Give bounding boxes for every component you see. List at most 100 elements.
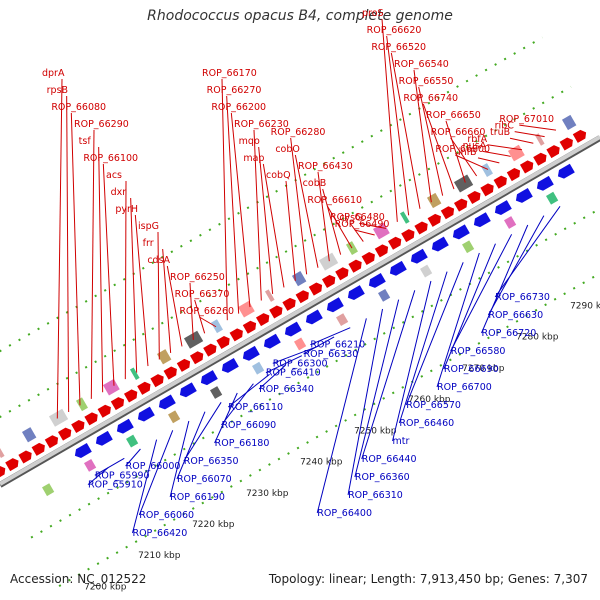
- reverse-gene-label: ROP_66180: [215, 438, 270, 449]
- forward-gene-label: rbfA: [467, 134, 487, 145]
- forward-gene-label: dprA: [42, 68, 65, 79]
- feature-block-reverse: [168, 410, 181, 424]
- forward-gene-arrow: [71, 419, 85, 434]
- reverse-gene-label: ROP_66190: [170, 492, 225, 503]
- forward-gene-label: cdsA: [147, 255, 170, 266]
- feature-block: [210, 319, 223, 334]
- forward-gene-label: tsf: [79, 136, 92, 147]
- feature-block-reverse: [336, 313, 349, 327]
- reverse-gene-label: ROP_66720: [482, 328, 537, 339]
- reverse-gene-label: ROP_66730: [495, 292, 550, 303]
- forward-gene-label: dxr: [111, 187, 127, 198]
- forward-callout-line: [349, 222, 364, 242]
- forward-gene-arrow: [295, 290, 309, 304]
- forward-gene-arrow: [414, 221, 428, 235]
- reverse-gene-arrow: [179, 382, 197, 398]
- forward-gene-label: acs: [106, 170, 122, 181]
- reverse-callout-line: [354, 299, 400, 478]
- forward-gene-label: ROP_66620: [367, 25, 422, 36]
- map-title: Rhodococcus opacus B4, complete genome: [147, 8, 453, 24]
- reverse-callout-line: [94, 457, 125, 476]
- feature-block-reverse: [84, 458, 97, 472]
- forward-callout-line: [56, 78, 63, 419]
- forward-gene-arrow: [282, 297, 296, 311]
- reverse-gene-label: ROP_66630: [488, 310, 543, 321]
- forward-gene-arrow: [189, 351, 204, 365]
- reverse-gene-arrow: [431, 236, 449, 252]
- feature-block: [237, 300, 255, 318]
- feature-block: [318, 252, 339, 271]
- forward-gene-arrow: [216, 335, 230, 350]
- reverse-gene-label: ROP_66060: [139, 510, 194, 521]
- feature-block: [129, 367, 140, 380]
- forward-callout-line: [487, 144, 523, 151]
- scale-tick-label: 7270 kbp: [462, 364, 505, 374]
- forward-gene-label: pyrH: [115, 204, 138, 215]
- forward-gene-arrow: [269, 305, 283, 319]
- forward-callout-line: [253, 129, 262, 301]
- reverse-callout-line: [392, 280, 432, 442]
- forward-callout-line: [262, 163, 285, 288]
- forward-gene-label: ROP_66800: [435, 144, 490, 155]
- reverse-callout-line: [227, 373, 270, 408]
- feature-block: [453, 174, 474, 193]
- feature-block: [21, 427, 37, 443]
- forward-gene-arrow: [255, 313, 270, 327]
- reverse-gene-arrow: [200, 370, 218, 386]
- feature-block: [75, 397, 88, 412]
- forward-gene-arrow: [546, 145, 560, 159]
- forward-gene-label: ROP_66550: [399, 76, 454, 87]
- feature-block-reverse: [420, 264, 433, 278]
- feature-block: [156, 349, 172, 365]
- reverse-gene-label: ROP_66580: [451, 346, 506, 357]
- forward-gene-label: cobQ: [266, 170, 291, 181]
- forward-gene-label: ROP_67010: [499, 114, 554, 125]
- forward-callout-line: [381, 18, 398, 222]
- forward-callout-line: [226, 95, 240, 314]
- scale-tick-label: 7220 kbp: [192, 520, 235, 530]
- forward-callout-line: [199, 316, 217, 328]
- reverse-gene-arrow: [473, 212, 491, 228]
- forward-gene-label: rpsB: [47, 85, 68, 96]
- feature-block: [534, 133, 545, 146]
- forward-callout-line: [290, 137, 308, 275]
- forward-gene-arrow: [5, 458, 19, 472]
- forward-callout-line: [477, 157, 500, 164]
- forward-gene-arrow: [18, 450, 32, 464]
- forward-gene-arrow: [57, 427, 72, 441]
- reverse-callout-line: [221, 383, 254, 426]
- forward-gene-arrow: [493, 175, 507, 189]
- forward-gene-label: ROP_66230: [234, 119, 289, 130]
- forward-gene-label: ROP_66290: [74, 119, 129, 130]
- feature-block: [102, 378, 120, 396]
- reverse-gene-arrow: [221, 358, 239, 373]
- forward-gene-arrow: [0, 465, 6, 478]
- reverse-gene-arrow: [305, 309, 323, 325]
- forward-gene-arrow: [97, 404, 111, 418]
- reverse-gene-label: ROP_66400: [317, 508, 372, 519]
- forward-callout-line: [390, 52, 421, 209]
- forward-gene-arrow: [150, 374, 164, 388]
- forward-gene-arrow: [519, 160, 534, 174]
- forward-gene-label: cysG: [339, 212, 362, 223]
- forward-callout-line: [124, 180, 127, 380]
- forward-gene-label: ROP_66270: [207, 85, 262, 96]
- forward-gene-label: infB: [458, 147, 477, 158]
- forward-gene-arrow: [176, 358, 191, 372]
- forward-callout-line: [519, 124, 557, 131]
- accession-text: Accession: NC_012522: [10, 572, 147, 586]
- forward-gene-arrow: [44, 435, 59, 449]
- reverse-gene-arrow: [389, 260, 407, 276]
- reverse-gene-label: mtr: [393, 436, 410, 447]
- forward-callout-line: [157, 231, 160, 360]
- forward-gene-label: ROP_66080: [51, 102, 106, 113]
- forward-gene-label: ROP_66480: [330, 212, 385, 223]
- reverse-gene-label: ROP_66070: [177, 474, 232, 485]
- forward-callout-line: [189, 282, 194, 340]
- forward-gene-label: ROP_66430: [298, 161, 353, 172]
- forward-callout-line: [326, 205, 353, 249]
- forward-gene-arrow: [440, 206, 455, 220]
- reverse-gene-label: ROP_66340: [259, 384, 314, 395]
- scale-tick-label: 7210 kbp: [138, 551, 181, 561]
